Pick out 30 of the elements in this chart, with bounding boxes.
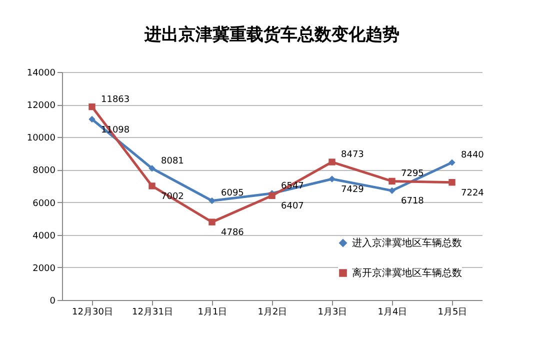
data-label: 6547 — [281, 181, 304, 192]
x-tick-label: 12月31日 — [132, 308, 173, 318]
x-tick-label: 1月3日 — [318, 308, 348, 318]
legend-label: 离开京津冀地区车辆总数 — [352, 267, 462, 279]
y-tick-label: 4000 — [32, 231, 56, 242]
x-tick-label: 1月2日 — [258, 308, 288, 318]
x-tick-label: 1月4日 — [378, 308, 408, 318]
data-label: 11863 — [101, 94, 130, 105]
data-label: 6095 — [221, 188, 244, 199]
x-tick-label: 12月30日 — [72, 308, 113, 318]
y-tick-label: 2000 — [32, 264, 56, 274]
data-label: 6407 — [281, 202, 304, 212]
data-label: 7295 — [401, 169, 424, 180]
y-tick-label: 0 — [50, 296, 56, 306]
y-tick-label: 6000 — [32, 198, 56, 209]
data-label: 8473 — [341, 150, 364, 160]
data-label: 7429 — [341, 185, 364, 196]
chart-title: 进出京津冀重载货车总数变化趋势 — [144, 25, 400, 45]
data-label: 6718 — [401, 196, 424, 207]
y-tick-label: 10000 — [26, 134, 56, 144]
data-label: 4786 — [221, 228, 244, 238]
y-tick-label: 14000 — [26, 68, 56, 78]
data-label: 8440 — [461, 150, 484, 161]
data-label: 7224 — [461, 188, 484, 198]
x-tick-label: 1月5日 — [438, 308, 468, 318]
y-tick-label: 12000 — [26, 101, 56, 112]
legend-label: 进入京津冀地区车辆总数 — [352, 237, 462, 249]
data-label: 8081 — [161, 156, 184, 166]
y-tick-label: 8000 — [32, 166, 56, 176]
x-tick-label: 1月1日 — [198, 308, 228, 318]
